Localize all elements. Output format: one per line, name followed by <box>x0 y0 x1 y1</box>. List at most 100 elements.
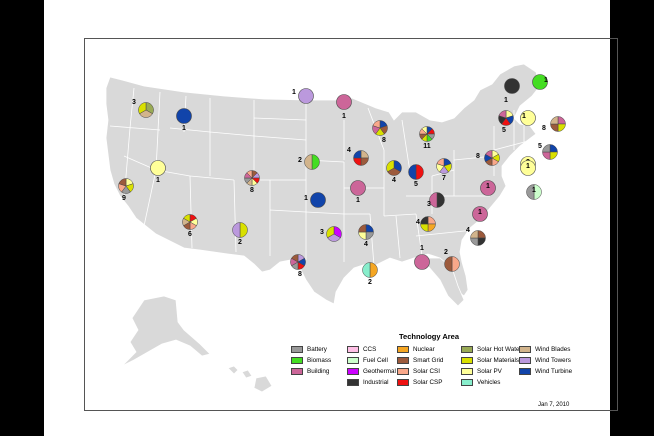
pie-marker-mo[interactable]: 1 <box>350 180 366 205</box>
pie-count-label: 9 <box>122 195 126 202</box>
pie-slice <box>138 102 147 115</box>
pie-marker-ia[interactable]: 4 <box>347 147 369 166</box>
pie-marker-oh[interactable]: 7 <box>436 158 452 183</box>
map-frame <box>84 38 618 411</box>
pie-marker-ri[interactable]: 5 <box>538 143 558 160</box>
legend-swatch <box>461 346 473 353</box>
pie-marker-al[interactable]: 2 <box>444 249 460 272</box>
pie-marker-co[interactable]: 8 <box>244 170 260 195</box>
pie-slice <box>542 151 551 160</box>
pie-marker-pa[interactable]: 8 <box>476 150 500 166</box>
pie-marker-in[interactable]: 5 <box>408 164 424 189</box>
legend-item: Solar CSI <box>397 368 440 375</box>
pie-marker-vt[interactable]: 1 <box>504 78 520 105</box>
pie-slice <box>311 154 320 170</box>
pie-count-label: 1 <box>544 77 548 84</box>
pie-marker-nv[interactable]: 1 <box>150 160 166 185</box>
legend-item: CCS <box>347 346 376 353</box>
pie-marker-me[interactable]: 1 <box>532 74 549 90</box>
legend-label: Vehicles <box>477 379 501 386</box>
legend-label: Fuel Cell <box>363 357 388 364</box>
pie-slice <box>472 206 488 222</box>
legend-swatch <box>291 368 303 375</box>
pie-marker-mt[interactable]: 1 <box>176 108 192 133</box>
pie-marker-ok[interactable]: 3 <box>320 226 342 242</box>
legend-label: Biomass <box>307 357 332 364</box>
pie-marker-va[interactable]: 1 <box>480 180 496 196</box>
pie-marker-la[interactable]: 2 <box>362 262 378 287</box>
legend-label: Building <box>307 368 330 375</box>
pie-marker-nd[interactable]: 1 <box>292 88 314 104</box>
pie-slice <box>549 144 558 153</box>
pie-slice <box>183 214 191 223</box>
state-shape-hawaii <box>227 365 273 393</box>
legend-swatch <box>347 368 359 375</box>
pie-marker-md[interactable]: 1 <box>526 184 542 200</box>
legend-swatch <box>461 368 473 375</box>
pie-count-label: 2 <box>298 157 302 164</box>
pie-marker-wi[interactable]: 8 <box>372 120 388 145</box>
state-shape-contiguous <box>105 63 541 305</box>
pie-slice <box>526 184 535 200</box>
pie-marker-ky[interactable]: 3 <box>427 192 445 209</box>
pie-marker-nh[interactable]: 1 <box>520 110 536 126</box>
pie-marker-ms[interactable]: 1 <box>414 245 430 270</box>
pie-slice <box>246 170 253 179</box>
pie-marker-il[interactable]: 4 <box>386 160 402 185</box>
pie-count-label: 5 <box>538 143 542 150</box>
pie-count-label: 1 <box>522 113 526 120</box>
pie-slice <box>549 151 558 160</box>
pie-count-label: 1 <box>182 125 186 132</box>
state-shape-alaska <box>121 295 211 367</box>
pie-slice <box>477 230 486 239</box>
legend-label: Nuclear <box>413 346 435 353</box>
legend-label: Solar Hot Water <box>477 346 522 353</box>
pie-marker-ne[interactable]: 2 <box>298 154 320 170</box>
pie-marker-nc[interactable]: 4 <box>466 227 486 246</box>
pie-slice <box>369 262 378 278</box>
pie-count-label: 1 <box>478 209 482 216</box>
legend-label: Battery <box>307 346 327 353</box>
map-page: 3111198241623842814115734124118511185211… <box>44 0 618 436</box>
pie-marker-mi[interactable]: 11 <box>419 126 435 151</box>
pie-slice <box>386 160 395 173</box>
legend-item: Solar Hot Water <box>461 346 522 353</box>
legend-label: Solar CSI <box>413 368 440 375</box>
legend-swatch <box>347 357 359 364</box>
legend-swatch <box>347 379 359 386</box>
pie-marker-az[interactable]: 6 <box>182 214 198 239</box>
pie-slice <box>436 158 445 167</box>
pie-count-label: 4 <box>416 219 420 226</box>
pie-marker-ar[interactable]: 4 <box>358 224 374 249</box>
pie-slice <box>415 164 424 180</box>
pie-slice <box>436 192 445 208</box>
legend-swatch <box>291 346 303 353</box>
pie-marker-de[interactable]: 1 <box>520 160 536 176</box>
pie-marker-nm[interactable]: 2 <box>232 222 248 247</box>
pie-marker-tn[interactable]: 4 <box>416 216 436 232</box>
pie-marker-wv[interactable]: 1 <box>472 206 488 222</box>
pie-marker-mn[interactable]: 1 <box>336 94 352 121</box>
pie-slice <box>470 237 479 246</box>
pie-count-label: 8 <box>250 187 254 194</box>
pie-slice <box>414 254 430 270</box>
pie-marker-ma[interactable]: 8 <box>542 116 566 133</box>
pie-slice <box>477 237 486 246</box>
pie-slice <box>451 256 460 272</box>
legend-item: Solar PV <box>461 368 502 375</box>
pie-count-label: 1 <box>532 187 536 194</box>
pie-marker-ca[interactable]: 9 <box>118 178 134 203</box>
pie-marker-ny[interactable]: 5 <box>498 110 514 135</box>
pie-marker-ks[interactable]: 1 <box>304 192 326 208</box>
pie-count-label: 6 <box>188 231 192 238</box>
pie-marker-tx[interactable]: 8 <box>290 254 306 279</box>
pie-slice <box>470 230 479 239</box>
legend-label: CCS <box>363 346 377 353</box>
pie-count-label: 7 <box>442 175 446 182</box>
pie-slice <box>232 222 241 238</box>
pie-count-label: 3 <box>320 229 324 236</box>
pie-slice <box>557 116 566 125</box>
pie-marker-wa[interactable]: 3 <box>132 99 154 118</box>
pie-count-label: 3 <box>427 201 431 208</box>
pie-slice <box>520 160 536 176</box>
